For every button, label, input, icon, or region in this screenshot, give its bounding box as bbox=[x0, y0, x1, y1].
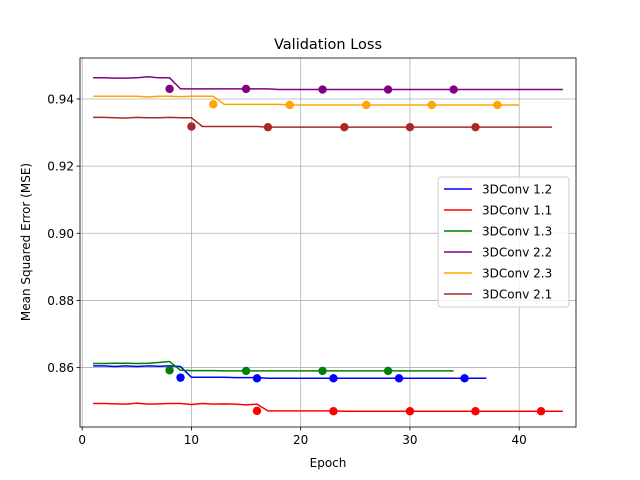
series-marker bbox=[471, 407, 480, 416]
series-marker bbox=[285, 100, 294, 110]
series-marker bbox=[493, 100, 502, 110]
series-line bbox=[93, 402, 563, 412]
y-axis-label: Mean Squared Error (MSE) bbox=[19, 163, 33, 321]
series-marker bbox=[362, 100, 371, 110]
series-line bbox=[93, 95, 520, 106]
series-marker bbox=[460, 374, 469, 383]
legend-label: 3DConv 2.1 bbox=[482, 288, 552, 302]
series-marker bbox=[427, 100, 436, 110]
series-marker bbox=[241, 84, 251, 94]
series-marker bbox=[405, 122, 415, 132]
legend-label: 3DConv 1.1 bbox=[482, 204, 552, 218]
x-axis: 0 10 20 30 40 bbox=[78, 427, 527, 447]
series-3dconv-1-2 bbox=[93, 365, 487, 383]
legend-label: 3DConv 1.3 bbox=[482, 225, 552, 239]
x-tick-label: 0 bbox=[78, 433, 86, 447]
series-marker bbox=[241, 366, 251, 376]
series-marker bbox=[165, 84, 174, 94]
series-marker bbox=[252, 374, 262, 383]
series-marker bbox=[405, 407, 415, 416]
series-3dconv-1-3 bbox=[93, 360, 454, 376]
series-marker bbox=[329, 374, 338, 383]
series-marker bbox=[394, 374, 404, 383]
series-3dconv-2-3 bbox=[93, 95, 520, 110]
x-axis-label: Epoch bbox=[310, 456, 347, 470]
x-tick-label: 40 bbox=[512, 433, 527, 447]
series-line bbox=[93, 365, 487, 380]
y-axis: 0.86 0.88 0.90 0.92 0.94 bbox=[47, 92, 80, 375]
x-tick-label: 10 bbox=[184, 433, 199, 447]
series-marker bbox=[318, 366, 327, 376]
series-marker bbox=[383, 85, 393, 94]
series-marker bbox=[449, 85, 458, 94]
series-3dconv-2-1 bbox=[93, 116, 552, 132]
series-marker bbox=[318, 85, 327, 94]
series-marker bbox=[209, 100, 218, 109]
y-tick-label: 0.90 bbox=[47, 227, 74, 241]
series-3dconv-2-2 bbox=[93, 76, 563, 94]
x-tick-label: 30 bbox=[402, 433, 417, 447]
legend-label: 3DConv 1.2 bbox=[482, 183, 552, 197]
series-marker bbox=[340, 122, 349, 132]
legend-label: 3DConv 2.2 bbox=[482, 246, 552, 260]
x-tick-label: 20 bbox=[293, 433, 308, 447]
series-marker bbox=[176, 373, 185, 382]
series-3dconv-1-1 bbox=[93, 402, 563, 416]
series-layer bbox=[93, 76, 563, 416]
series-marker bbox=[263, 122, 273, 132]
series-line bbox=[93, 360, 454, 372]
series-marker bbox=[329, 407, 338, 416]
chart-title: Validation Loss bbox=[274, 37, 382, 53]
series-marker bbox=[536, 407, 546, 416]
series-line bbox=[93, 76, 563, 91]
legend: 3DConv 1.2 3DConv 1.1 3DConv 1.3 3DConv 2.2… bbox=[437, 176, 570, 308]
series-marker bbox=[252, 406, 262, 416]
y-tick-label: 0.94 bbox=[47, 92, 74, 106]
plot-frame bbox=[79, 57, 577, 428]
legend-label: 3DConv 2.3 bbox=[482, 267, 552, 281]
y-tick-label: 0.86 bbox=[47, 361, 74, 375]
series-marker bbox=[471, 122, 480, 132]
series-marker bbox=[187, 122, 196, 131]
series-marker bbox=[165, 366, 174, 375]
series-marker bbox=[383, 366, 393, 376]
y-tick-label: 0.88 bbox=[47, 294, 74, 308]
y-tick-label: 0.92 bbox=[47, 160, 74, 174]
